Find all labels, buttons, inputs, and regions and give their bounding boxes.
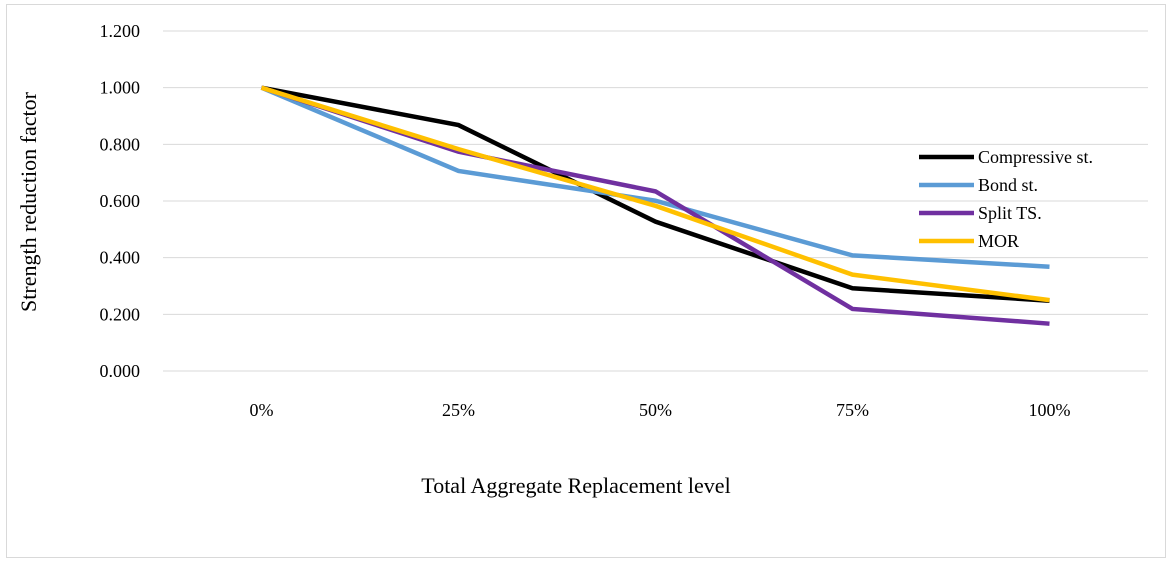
y-tick-label: 0.800 (100, 134, 141, 154)
series-line (261, 85, 1050, 303)
x-tick-label: 75% (836, 400, 869, 420)
series-line (260, 85, 1050, 269)
y-tick-label: 0.200 (100, 304, 141, 324)
gridlines (163, 30, 1148, 372)
y-tick-label: 0.000 (100, 361, 141, 381)
series-lines (260, 85, 1050, 326)
x-tick-label: 50% (639, 400, 672, 420)
y-tick-label: 0.400 (100, 248, 141, 268)
x-tick-label: 25% (442, 400, 475, 420)
legend-label: Compressive st. (978, 147, 1093, 167)
chart-frame (6, 4, 1166, 558)
x-axis-ticks: 0% 25% 50% 75% 100% (250, 400, 1071, 420)
y-tick-label: 1.000 (100, 78, 141, 98)
x-axis-title: Total Aggregate Replacement level (421, 473, 730, 498)
legend-label: Bond st. (978, 175, 1038, 195)
y-tick-label: 1.200 (100, 21, 141, 41)
series-line (260, 85, 1050, 303)
y-axis-title: Strength reduction factor (16, 91, 41, 312)
y-tick-label: 0.600 (100, 191, 141, 211)
y-axis-ticks: 0.000 0.200 0.400 0.600 0.800 1.000 1.200 (100, 21, 141, 381)
x-tick-label: 100% (1029, 400, 1071, 420)
legend: Compressive st. Bond st. Split TS. MOR (919, 147, 1093, 251)
x-tick-label: 0% (250, 400, 274, 420)
legend-label: Split TS. (978, 203, 1042, 223)
legend-label: MOR (978, 231, 1019, 251)
